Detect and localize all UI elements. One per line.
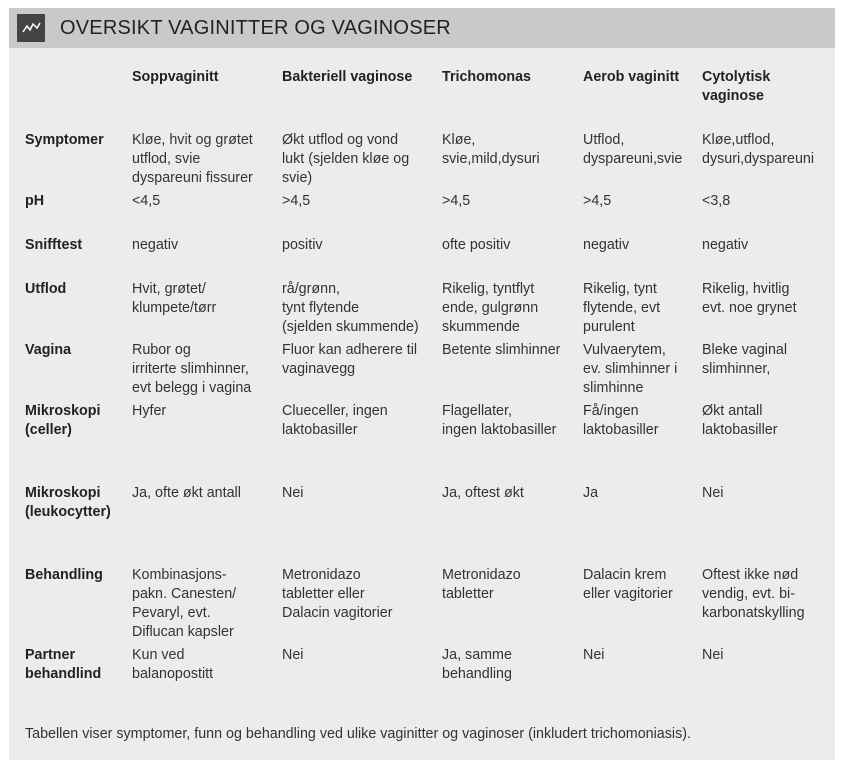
row-label: Utflod xyxy=(25,281,67,297)
cell: Flagellater, ingen laktobasiller xyxy=(442,403,557,438)
row-label: Symptomer xyxy=(25,132,104,148)
cell: <4,5 xyxy=(132,193,161,209)
cell: >4,5 xyxy=(442,193,471,209)
cell: Hvit, grøtet/ klumpete/tørr xyxy=(132,281,217,316)
cell: Kløe,utflod, dysuri,dyspareuni xyxy=(702,132,815,167)
row-label: Snifftest xyxy=(25,237,83,253)
cell: Nei xyxy=(702,485,724,501)
cell: Betente slimhinner xyxy=(442,342,561,358)
cell: Nei xyxy=(702,647,724,663)
cell: Kløe, svie,mild,dysuri xyxy=(442,132,540,167)
cell: Oftest ikke nød vendig, evt. bi- karbona… xyxy=(702,567,805,621)
cell: Rubor og irriterte slimhinner, evt beleg… xyxy=(132,342,252,396)
row-label: Partner behandlind xyxy=(25,647,102,682)
cell: >4,5 xyxy=(583,193,612,209)
row-label: Mikroskopi (leukocytter) xyxy=(25,485,111,520)
cell: Ja, ofte økt antall xyxy=(132,485,241,501)
cell: positiv xyxy=(282,237,323,253)
cell: Utflod, dyspareuni,svie xyxy=(583,132,683,167)
cell: Hyfer xyxy=(132,403,167,419)
cell: Fluor kan adherere til vaginavegg xyxy=(282,342,418,377)
cell: Metronidazo tabletter xyxy=(442,567,521,602)
cell: >4,5 xyxy=(282,193,311,209)
row-label: Mikroskopi (celler) xyxy=(25,403,101,438)
column-header: Aerob vaginitt xyxy=(583,69,680,85)
cell: negativ xyxy=(702,237,749,253)
cell: Ja, samme behandling xyxy=(442,647,512,682)
cell: Kløe, hvit og grøtet utflod, svie dyspar… xyxy=(132,132,253,186)
panel: OVERSIKT VAGINITTER OG VAGINOSER Soppvag… xyxy=(9,8,835,760)
column-header: Cytolytisk vaginose xyxy=(702,69,771,104)
row-label: Vagina xyxy=(25,342,72,358)
cell: Vulvaerytem, ev. slimhinner i slimhinne xyxy=(583,342,678,396)
cell: negativ xyxy=(132,237,179,253)
cell: Rikelig, tyntflyt ende, gulgrønn skummen… xyxy=(442,281,539,335)
column-header: Soppvaginitt xyxy=(132,69,219,85)
header-bar: OVERSIKT VAGINITTER OG VAGINOSER xyxy=(9,8,835,48)
cell: ofte positiv xyxy=(442,237,511,253)
column-header: Bakteriell vaginose xyxy=(282,69,413,85)
logo-icon xyxy=(17,14,45,42)
cell: Clueceller, ingen laktobasiller xyxy=(282,403,388,438)
cell: Nei xyxy=(282,647,304,663)
cell: <3,8 xyxy=(702,193,731,209)
cell: Rikelig, tynt flytende, evt purulent xyxy=(583,281,661,335)
cell: Nei xyxy=(583,647,605,663)
cell: Ja, oftest økt xyxy=(442,485,524,501)
row-label: pH xyxy=(25,193,45,209)
cell: Dalacin krem eller vagitorier xyxy=(583,567,673,602)
cell: negativ xyxy=(583,237,630,253)
cell: Nei xyxy=(282,485,304,501)
caption: Tabellen viser symptomer, funn og behand… xyxy=(25,726,691,742)
cell: Ja xyxy=(583,485,599,501)
cell: Rikelig, hvitlig evt. noe grynet xyxy=(702,281,797,316)
cell: Få/ingen laktobasiller xyxy=(583,403,659,438)
cell: rå/grønn, tynt flytende (sjelden skummen… xyxy=(282,281,419,335)
cell: Økt antall laktobasiller xyxy=(702,403,778,438)
column-header: Trichomonas xyxy=(442,69,531,85)
title: OVERSIKT VAGINITTER OG VAGINOSER xyxy=(60,17,451,39)
row-label: Behandling xyxy=(25,567,103,583)
cell: Økt utflod og vond lukt (sjelden kløe og… xyxy=(282,132,410,186)
cell: Bleke vaginal slimhinner, xyxy=(702,342,788,377)
cell: Metronidazo tabletter eller Dalacin vagi… xyxy=(282,567,393,621)
cell: Kun ved balanopostitt xyxy=(132,647,214,682)
cell: Kombinasjons- pakn. Canesten/ Pevaryl, e… xyxy=(132,567,237,640)
